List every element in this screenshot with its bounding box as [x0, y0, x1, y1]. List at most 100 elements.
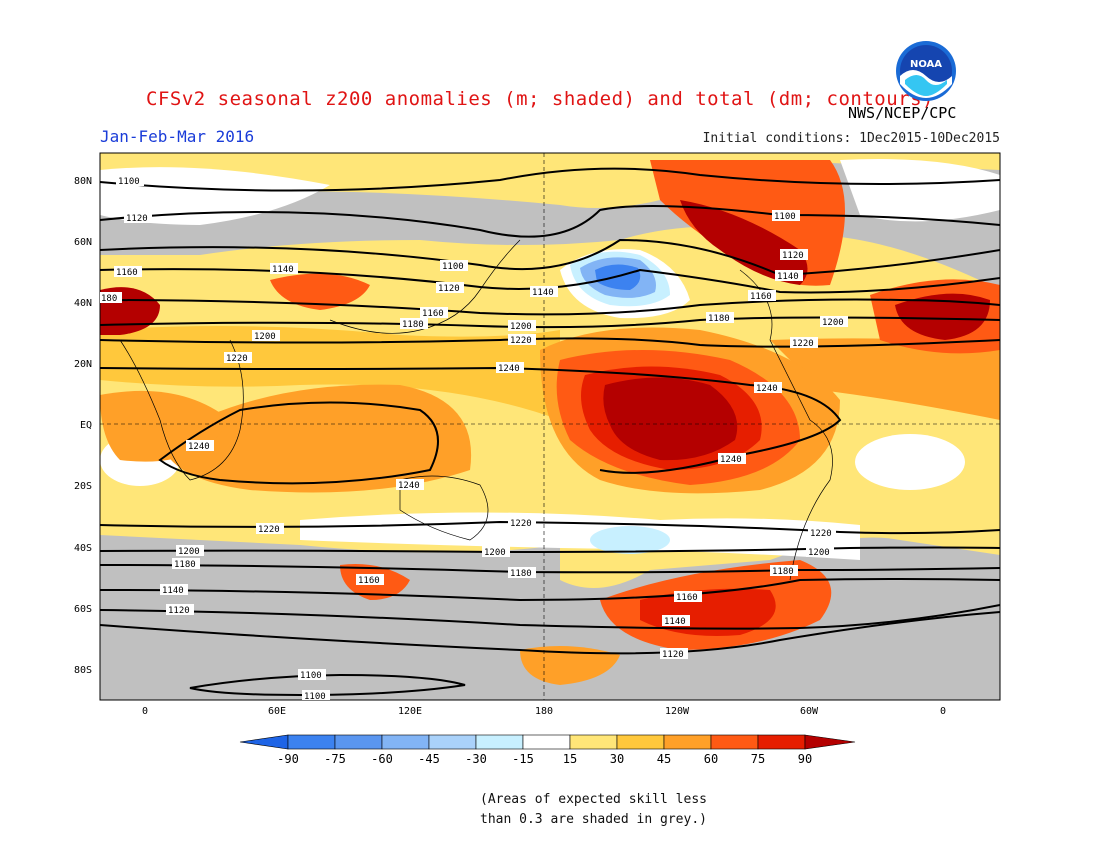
colorbar-level-label: 15	[563, 752, 577, 766]
contour-label: 1100	[300, 671, 322, 681]
contour-label: 1100	[304, 692, 326, 702]
lat-label-80n: 80N	[74, 176, 92, 187]
lon-label-60e: 60E	[268, 706, 286, 717]
contour-label: 1200	[178, 547, 200, 557]
lon-label-0-east: 0	[940, 706, 946, 717]
lon-label-120e: 120E	[398, 706, 422, 717]
skill-note-line2: than 0.3 are shaded in grey.)	[480, 812, 707, 827]
colorbar-level-label: 75	[751, 752, 765, 766]
lat-label-20s: 20S	[74, 481, 92, 492]
contour-label: 1140	[272, 265, 294, 275]
lat-label-eq: EQ	[80, 420, 92, 431]
contour-label: 1240	[398, 481, 420, 491]
lon-label-60w: 60W	[800, 706, 819, 717]
colorbar-level-label: -15	[512, 752, 534, 766]
contour-label: 1240	[188, 442, 210, 452]
contour-label: 1100	[442, 262, 464, 272]
contour-label: 180	[101, 294, 117, 304]
colorbar-level-label: 90	[798, 752, 812, 766]
colorbar-level-label: -30	[465, 752, 487, 766]
contour-label: 1220	[510, 519, 532, 529]
colorbar-swatch	[522, 734, 571, 750]
colorbar-swatch	[710, 734, 759, 750]
contour-label: 1200	[808, 548, 830, 558]
agency-label: NWS/NCEP/CPC	[848, 104, 957, 122]
contour-label: 1200	[822, 318, 844, 328]
contour-label-group: 1100 1120 1140 1100 1120 1160 1180 1200 …	[100, 175, 848, 702]
map-frame	[99, 152, 1001, 701]
height-contours	[100, 167, 1000, 697]
contour-label: 1220	[510, 336, 532, 346]
contour-label: 1220	[810, 529, 832, 539]
contour-label: 1160	[750, 292, 772, 302]
contour-label: 1200	[254, 332, 276, 342]
colorbar-swatch	[287, 734, 336, 750]
map-title: CFSv2 seasonal z200 anomalies (m; shaded…	[146, 88, 934, 110]
colorbar-right-arrow	[804, 734, 856, 750]
colorbar-swatch	[428, 734, 477, 750]
latitude-axis: 80N 60N 40N 20N EQ 20S 40S 60S 80S	[74, 176, 92, 676]
contour-label: 1120	[438, 284, 460, 294]
contour-label: 1220	[226, 354, 248, 364]
lat-label-40n: 40N	[74, 298, 92, 309]
lat-label-60s: 60S	[74, 604, 92, 615]
noaa-logo: NOAA	[896, 41, 956, 101]
contour-label: 1220	[792, 339, 814, 349]
contour-label: 1160	[358, 576, 380, 586]
season-label: Jan-Feb-Mar 2016	[100, 127, 255, 146]
shaded-field	[100, 153, 1000, 700]
contour-label: 1160	[116, 268, 138, 278]
lon-label-120w: 120W	[665, 706, 690, 717]
lat-label-60n: 60N	[74, 237, 92, 248]
contour-label: 1220	[258, 525, 280, 535]
colorbar-swatch	[757, 734, 806, 750]
contour-label: 1120	[782, 251, 804, 261]
contour-label: 1240	[720, 455, 742, 465]
lon-label-0: 0	[142, 706, 148, 717]
colorbar-level-label: 45	[657, 752, 671, 766]
contour-label: 1180	[772, 567, 794, 577]
colorbar-level-label: -75	[324, 752, 346, 766]
colorbar-swatch	[475, 734, 524, 750]
colorbar-level-label: 30	[610, 752, 624, 766]
colorbar-swatch	[616, 734, 665, 750]
colorbar-level-label: -45	[418, 752, 440, 766]
lat-label-80s: 80S	[74, 665, 92, 676]
colorbar-swatch	[334, 734, 383, 750]
contour-label: 1140	[664, 617, 686, 627]
longitude-axis: 0 60E 120E 180 120W 60W 0	[142, 706, 946, 717]
logo-text: NOAA	[910, 59, 942, 70]
contour-label: 1180	[510, 569, 532, 579]
contour-label: 1100	[118, 177, 140, 187]
contour-label: 1240	[756, 384, 778, 394]
lat-label-40s: 40S	[74, 543, 92, 554]
contour-label: 1140	[777, 272, 799, 282]
colorbar-swatch	[569, 734, 618, 750]
contour-label: 1160	[422, 309, 444, 319]
colorbar: -90 -75 -60 -45 -30 -15 15 30 45 60 75 90	[239, 734, 856, 766]
colorbar-swatch	[663, 734, 712, 750]
colorbar-left-arrow	[239, 734, 289, 750]
initial-conditions-label: Initial conditions: 1Dec2015-10Dec2015	[702, 131, 1000, 146]
contour-label: 1180	[708, 314, 730, 324]
lat-label-20n: 20N	[74, 359, 92, 370]
contour-label: 1180	[174, 560, 196, 570]
colorbar-level-label: 60	[704, 752, 718, 766]
contour-label: 1140	[162, 586, 184, 596]
contour-label: 1180	[402, 320, 424, 330]
contour-label: 1200	[510, 322, 532, 332]
contour-label: 1120	[126, 214, 148, 224]
contour-label: 1160	[676, 593, 698, 603]
contour-label: 1100	[774, 212, 796, 222]
colorbar-swatch	[381, 734, 430, 750]
contour-label: 1240	[498, 364, 520, 374]
lon-label-180: 180	[535, 706, 553, 717]
skill-note-line1: (Areas of expected skill less	[480, 792, 707, 807]
contour-label: 1200	[484, 548, 506, 558]
colorbar-level-label: -90	[277, 752, 299, 766]
colorbar-level-label: -60	[371, 752, 393, 766]
contour-label: 1140	[532, 288, 554, 298]
contour-label: 1120	[662, 650, 684, 660]
contour-label: 1120	[168, 606, 190, 616]
